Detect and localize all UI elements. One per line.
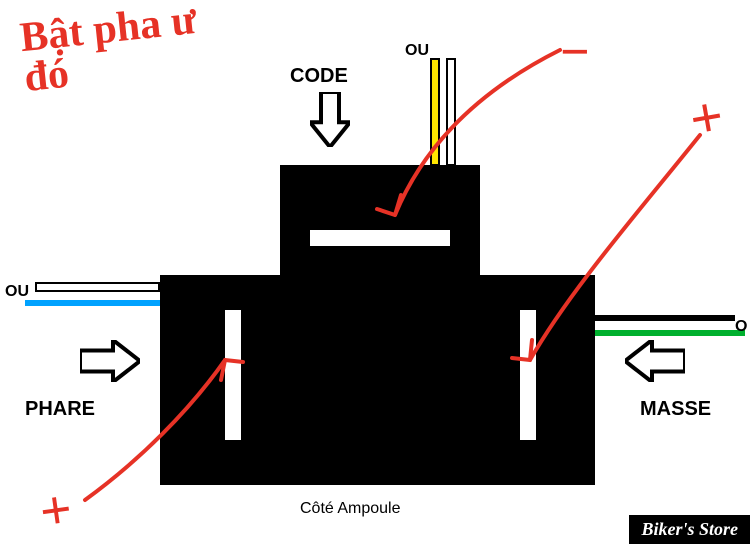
label-ou-top: OU [405, 42, 429, 60]
wire-right-black [595, 315, 735, 321]
watermark: Biker's Store [629, 515, 750, 544]
diagram-stage: CODE PHARE MASSE OU OU O Côté Ampoule Bậ… [0, 0, 750, 544]
slot-top [310, 230, 450, 246]
label-code: CODE [290, 65, 348, 88]
handwriting-plus-tr: + [685, 88, 727, 148]
wire-top-white [446, 58, 456, 166]
handwriting-plus-bl: + [36, 483, 75, 540]
wire-left-blue [25, 300, 160, 306]
arrow-masse [625, 340, 685, 382]
wire-top-yellow [430, 58, 440, 166]
slot-right [520, 310, 536, 440]
slot-left [225, 310, 241, 440]
label-ou-left: OU [5, 283, 29, 301]
label-ou-right: O [735, 318, 747, 336]
arrow-phare [80, 340, 140, 382]
handwriting-minus: − [560, 28, 590, 77]
wire-right-green [595, 330, 745, 336]
wire-left-white [35, 282, 160, 292]
connector-top [280, 165, 480, 280]
label-masse: MASSE [640, 398, 711, 421]
handwriting-title: Bật pha ưđó [18, 1, 202, 99]
caption: Côté Ampoule [300, 500, 401, 518]
label-phare: PHARE [25, 398, 95, 421]
arrow-code [310, 92, 350, 147]
